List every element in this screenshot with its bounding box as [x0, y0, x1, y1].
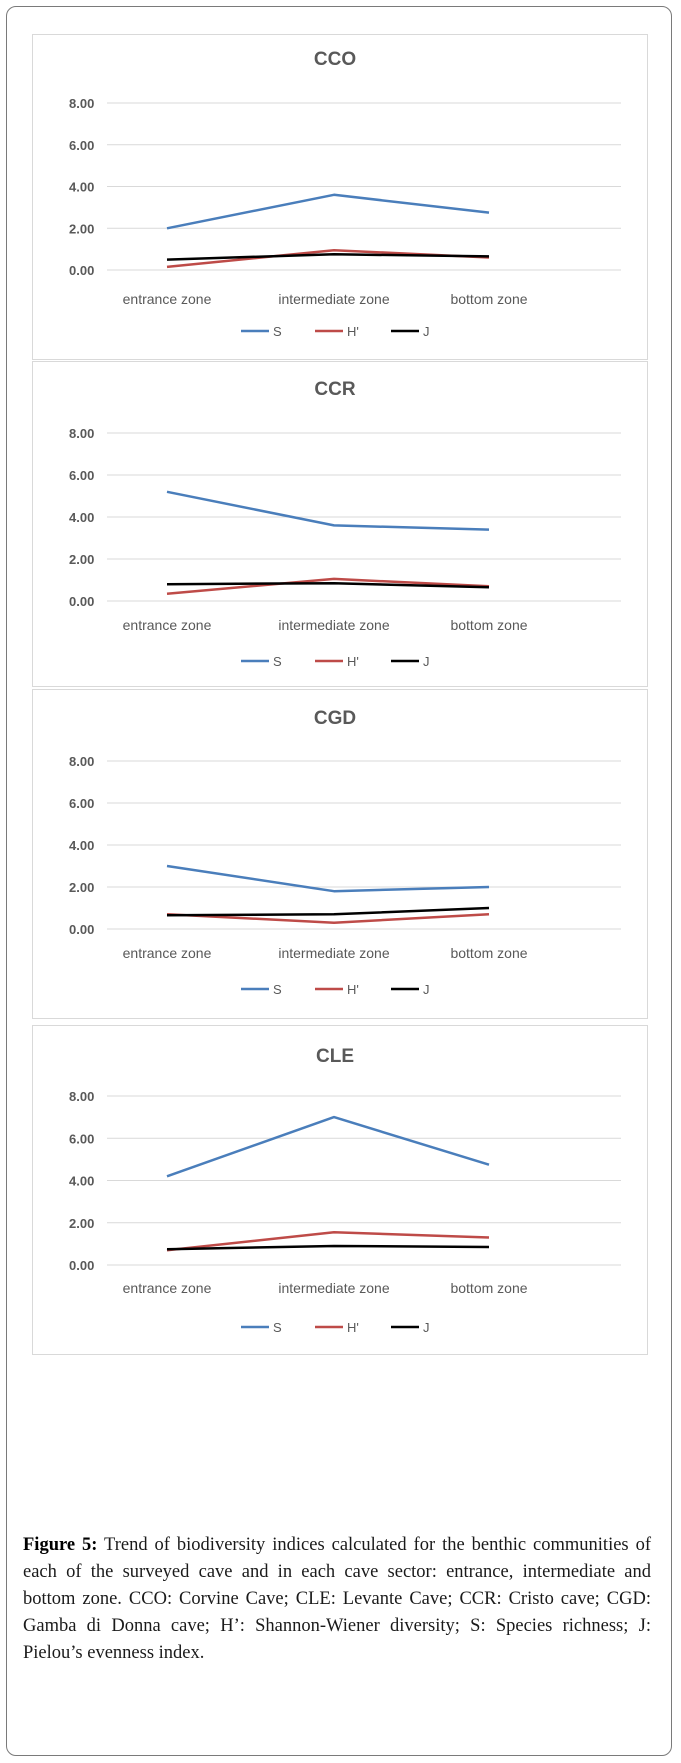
- x-tick-label: intermediate zone: [278, 945, 390, 961]
- y-tick-label: 6.00: [69, 1131, 94, 1146]
- x-tick-label: bottom zone: [450, 945, 527, 961]
- series-line-S: [166, 490, 490, 531]
- y-tick-label: 0.00: [69, 594, 94, 609]
- series-line-J: [166, 253, 490, 261]
- chart-title: CGD: [314, 708, 356, 729]
- chart-svg: CCR 0.00 2.00 4.00 6.00 8.00 entrance zone inte…: [69, 379, 621, 669]
- y-tick-label: 6.00: [69, 468, 94, 483]
- chart-title: CCR: [314, 379, 355, 400]
- legend-label: H': [347, 982, 359, 997]
- legend-label: S: [273, 324, 282, 339]
- chart-svg: CGD 0.00 2.00 4.00 6.00 8.00 entrance zone inte…: [69, 708, 621, 997]
- series-line-H: [166, 577, 490, 595]
- y-tick-label: 0.00: [69, 922, 94, 937]
- x-tick-label: intermediate zone: [278, 1280, 390, 1296]
- legend-label: J: [423, 654, 430, 669]
- figure-caption: Figure 5: Trend of biodiversity indices …: [23, 1532, 651, 1667]
- x-tick-label: bottom zone: [450, 1280, 527, 1296]
- y-tick-label: 8.00: [69, 96, 94, 111]
- x-tick-label: bottom zone: [450, 291, 527, 307]
- x-tick-label: entrance zone: [123, 291, 212, 307]
- legend-label: S: [273, 982, 282, 997]
- y-tick-label: 6.00: [69, 796, 94, 811]
- legend-label: J: [423, 982, 430, 997]
- x-tick-label: entrance zone: [123, 945, 212, 961]
- y-tick-label: 4.00: [69, 510, 94, 525]
- x-tick-label: bottom zone: [450, 617, 527, 633]
- chart-panel-cle: CLE 0.00 2.00 4.00 6.00 8.00 entrance zone inte…: [32, 1025, 648, 1355]
- y-tick-label: 8.00: [69, 754, 94, 769]
- y-tick-label: 8.00: [69, 426, 94, 441]
- legend-label: S: [273, 1320, 282, 1335]
- chart-svg: CLE 0.00 2.00 4.00 6.00 8.00 entrance zone inte…: [69, 1046, 621, 1335]
- y-tick-label: 2.00: [69, 880, 94, 895]
- series-line-H: [166, 1231, 490, 1252]
- legend-label: S: [273, 654, 282, 669]
- x-tick-label: entrance zone: [123, 617, 212, 633]
- caption-label: Figure 5:: [23, 1535, 98, 1555]
- chart-panel-cco: CCO 0.00 2.00 4.00 6.00 8.00 entrance zone inte…: [32, 34, 648, 360]
- y-tick-label: 2.00: [69, 1216, 94, 1231]
- series-line-S: [166, 864, 490, 893]
- legend-label: J: [423, 1320, 430, 1335]
- legend-label: J: [423, 324, 430, 339]
- x-tick-label: intermediate zone: [278, 617, 390, 633]
- legend-label: H': [347, 1320, 359, 1335]
- series-line-H: [166, 913, 490, 924]
- legend-label: H': [347, 324, 359, 339]
- series-line-S: [166, 1115, 490, 1178]
- chart-title: CLE: [316, 1046, 354, 1067]
- y-tick-label: 0.00: [69, 1258, 94, 1273]
- y-tick-label: 8.00: [69, 1089, 94, 1104]
- y-tick-label: 4.00: [69, 180, 94, 195]
- x-tick-label: entrance zone: [123, 1280, 212, 1296]
- y-tick-label: 2.00: [69, 221, 94, 236]
- chart-title: CCO: [314, 49, 356, 70]
- y-tick-label: 6.00: [69, 138, 94, 153]
- chart-panel-ccr: CCR 0.00 2.00 4.00 6.00 8.00 entrance zone inte…: [32, 361, 648, 687]
- series-line-J: [166, 581, 490, 589]
- y-tick-label: 2.00: [69, 552, 94, 567]
- series-line-S: [166, 193, 490, 230]
- chart-svg: CCO 0.00 2.00 4.00 6.00 8.00 entrance zone inte…: [69, 49, 621, 339]
- caption-text: Trend of biodiversity indices calculated…: [23, 1535, 651, 1663]
- series-line-J: [166, 906, 490, 917]
- series-line-J: [166, 1244, 490, 1251]
- legend-label: H': [347, 654, 359, 669]
- y-tick-label: 4.00: [69, 1174, 94, 1189]
- y-tick-label: 0.00: [69, 263, 94, 278]
- x-tick-label: intermediate zone: [278, 291, 390, 307]
- y-tick-label: 4.00: [69, 838, 94, 853]
- chart-panel-cgd: CGD 0.00 2.00 4.00 6.00 8.00 entrance zone inte…: [32, 689, 648, 1019]
